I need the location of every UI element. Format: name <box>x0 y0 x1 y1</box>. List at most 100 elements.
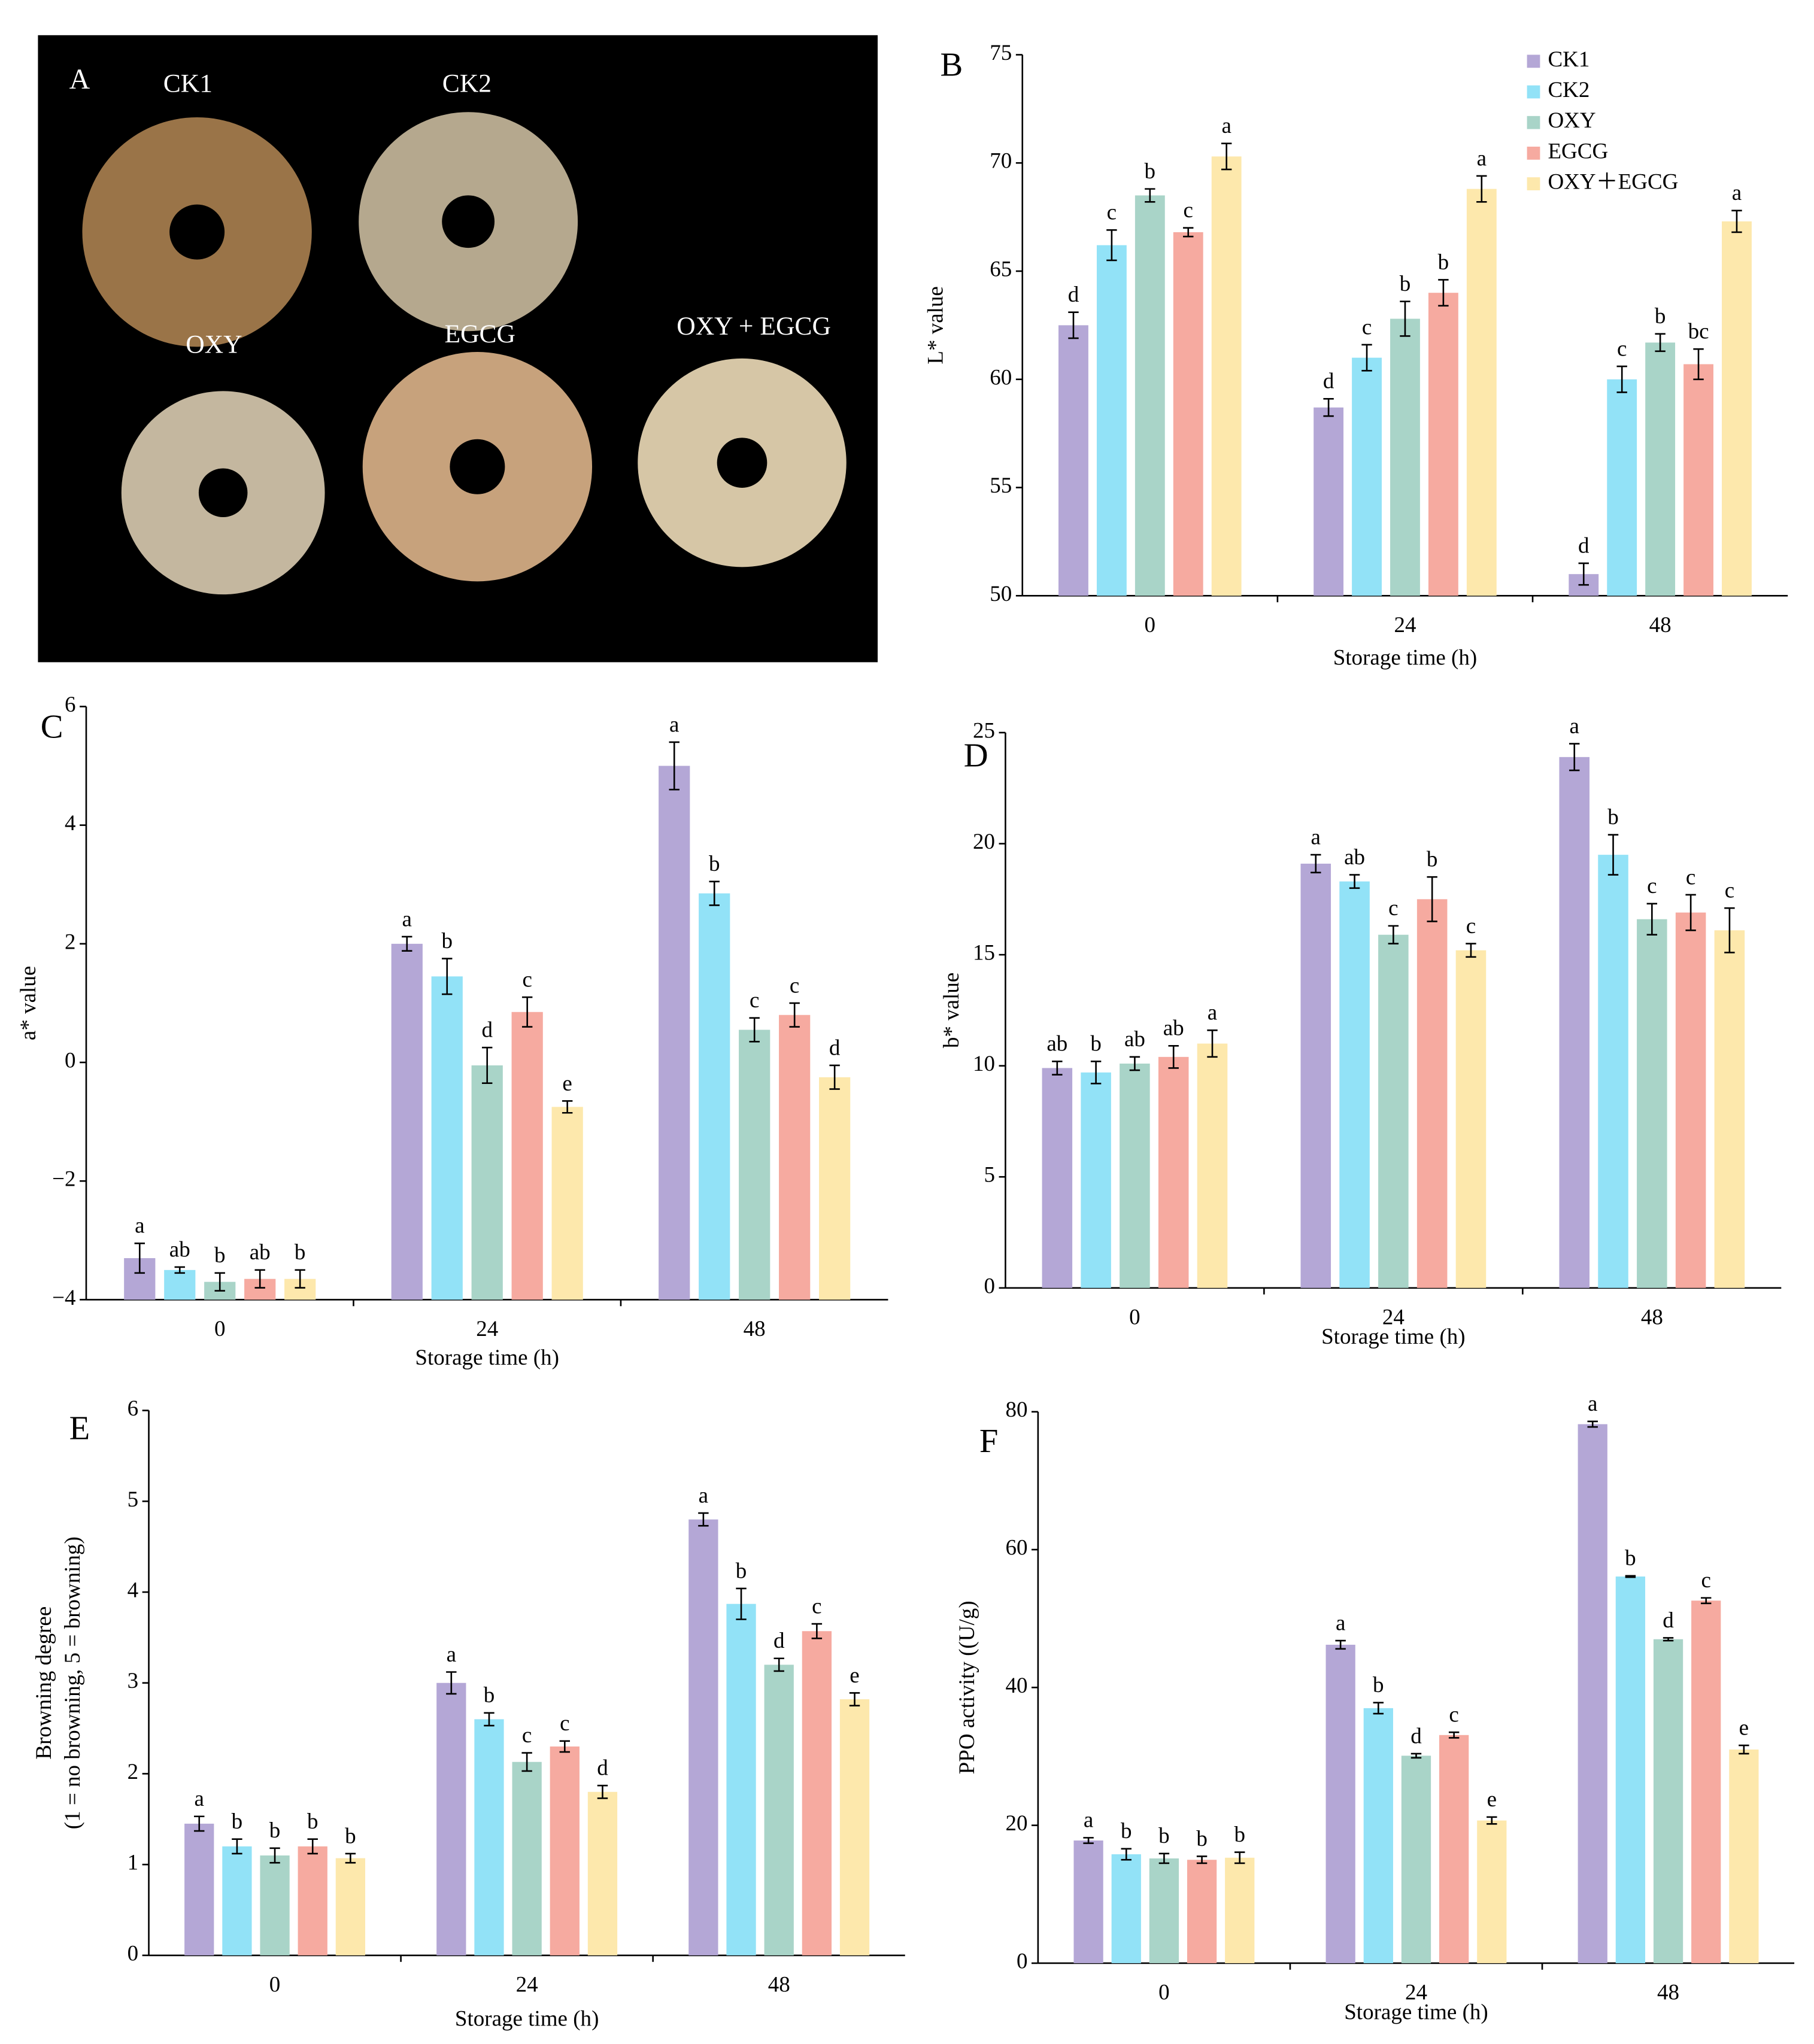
significance-letter: b <box>214 1243 226 1268</box>
error-bar <box>1625 1575 1636 1578</box>
significance-letter: c <box>1107 201 1117 225</box>
significance-letter: b <box>1158 1824 1170 1848</box>
significance-letter: d <box>829 1035 841 1060</box>
error-bar <box>1400 300 1410 337</box>
bar <box>511 1012 543 1300</box>
bar <box>474 1719 504 1955</box>
bar <box>1428 293 1458 596</box>
error-bar <box>749 1017 760 1043</box>
bar <box>1378 934 1409 1288</box>
significance-letter: d <box>1323 369 1334 394</box>
legend-swatch <box>1527 85 1540 99</box>
x-tick-label: 48 <box>1657 1981 1679 2005</box>
y-tick-label: 3 <box>128 1669 139 1693</box>
significance-letter: c <box>1466 914 1476 939</box>
error-bar <box>562 1100 573 1114</box>
significance-letter: c <box>1686 865 1695 889</box>
significance-letter: d <box>1410 1724 1422 1748</box>
y-axis-label: PPO activity ((U/g) <box>955 1600 979 1774</box>
bar <box>1339 881 1370 1288</box>
sample-hole <box>450 439 505 494</box>
significance-letter: e <box>562 1071 572 1096</box>
x-tick-label: 48 <box>1649 613 1672 637</box>
significance-letter: e <box>850 1663 859 1688</box>
significance-letter: b <box>1373 1673 1384 1697</box>
bar <box>1691 1600 1721 1963</box>
y-tick-label: 60 <box>990 365 1012 390</box>
bar <box>1645 342 1676 596</box>
sample-hole <box>169 204 225 260</box>
bar <box>1722 221 1752 596</box>
bar <box>1477 1820 1507 1963</box>
bar <box>335 1858 366 1955</box>
y-tick-label: 10 <box>973 1052 995 1076</box>
error-bar <box>1083 1837 1094 1844</box>
bar <box>184 1823 214 1955</box>
significance-letter: ab <box>1163 1016 1184 1041</box>
error-bar <box>1129 1056 1140 1071</box>
bar <box>1173 232 1203 596</box>
sample-label: OXY <box>186 330 242 359</box>
significance-letter: e <box>1739 1715 1749 1740</box>
bar <box>1225 1857 1255 1963</box>
bar <box>512 1761 542 1955</box>
significance-letter: ab <box>169 1237 190 1262</box>
significance-letter: b <box>1400 272 1411 296</box>
significance-letter: c <box>790 973 799 998</box>
x-tick-label: 48 <box>768 1973 790 1997</box>
error-bar <box>1569 743 1580 772</box>
y-tick-label: 20 <box>1005 1811 1027 1836</box>
x-tick-label: 24 <box>516 1973 538 1997</box>
bar <box>551 1107 583 1300</box>
significance-letter: b <box>1655 304 1666 329</box>
significance-letter: a <box>195 1787 204 1811</box>
significance-letter: b <box>709 852 720 876</box>
x-axis-label: Storage time (h) <box>1333 646 1478 670</box>
error-bar <box>1438 279 1449 307</box>
significance-letter: d <box>773 1629 785 1653</box>
sample-label: EGCG <box>444 320 515 348</box>
x-tick-label: 24 <box>476 1317 498 1341</box>
error-bar <box>214 1272 225 1292</box>
y-tick-label: 0 <box>128 1941 139 1966</box>
legend-swatch <box>1527 54 1540 68</box>
panel-label: D <box>964 737 988 775</box>
bar <box>726 1603 756 1955</box>
sample-label: CK2 <box>442 69 492 98</box>
significance-letter: bc <box>1688 320 1709 344</box>
error-bar <box>442 958 453 995</box>
error-bar <box>1410 1753 1422 1759</box>
bar <box>550 1746 580 1955</box>
error-bar <box>1607 834 1619 876</box>
x-tick-label: 0 <box>1158 1981 1170 2005</box>
error-bar <box>254 1269 265 1289</box>
significance-letter: a <box>1570 714 1579 739</box>
bar <box>819 1077 851 1300</box>
significance-letter: a <box>1336 1611 1345 1635</box>
bar <box>1598 855 1628 1288</box>
significance-letter: b <box>1196 1827 1208 1851</box>
bar <box>779 1015 811 1300</box>
bar <box>431 976 463 1300</box>
error-bar <box>402 936 412 952</box>
bar <box>1081 1072 1111 1288</box>
error-bar <box>295 1269 305 1289</box>
error-bar <box>1121 1848 1132 1861</box>
error-bar <box>1578 562 1589 586</box>
bar <box>659 766 690 1300</box>
error-bar <box>1388 925 1399 944</box>
x-tick-label: 0 <box>269 1973 281 1997</box>
y-tick-label: 60 <box>1005 1536 1027 1560</box>
y-axis-label: Browning degree <box>32 1606 56 1760</box>
error-bar <box>1361 344 1372 372</box>
error-bar <box>1323 398 1334 417</box>
bar <box>1401 1756 1431 1963</box>
y-tick-label: 2 <box>65 930 76 954</box>
bar <box>436 1682 466 1955</box>
error-bar <box>1106 229 1117 262</box>
significance-letter: ab <box>250 1240 271 1265</box>
significance-letter: b <box>1121 1819 1132 1843</box>
x-tick-label: 0 <box>1129 1305 1140 1330</box>
error-bar <box>698 1512 709 1527</box>
bar <box>1578 1424 1607 1963</box>
